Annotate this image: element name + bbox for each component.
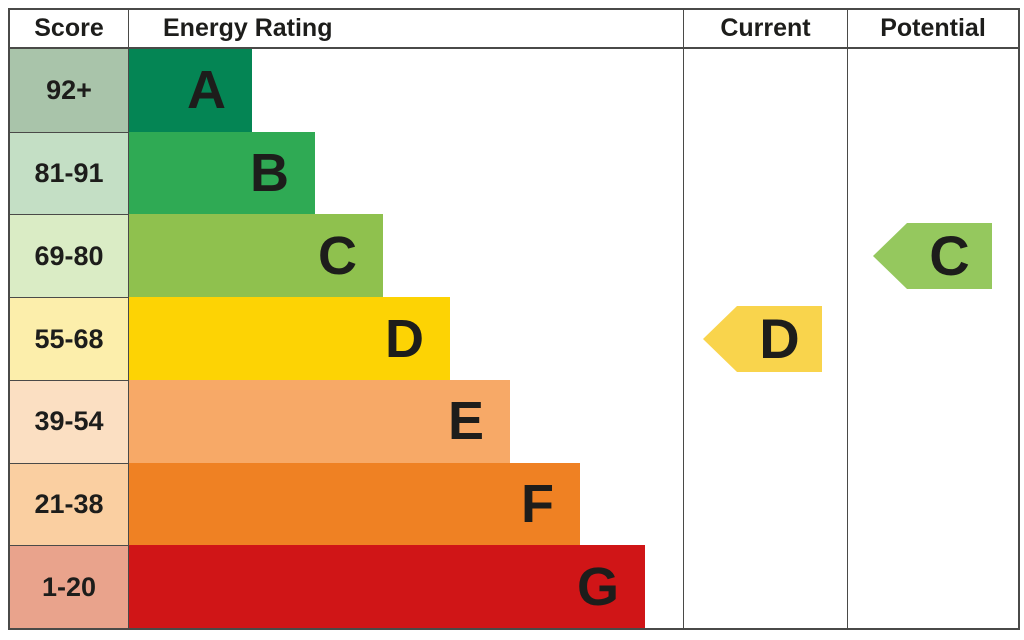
rating-letter: F	[521, 473, 554, 534]
score-cell: 92+	[10, 49, 128, 132]
score-cell: 69-80	[10, 214, 128, 298]
header-potential: Potential	[847, 10, 1018, 47]
rating-bar-d: D	[129, 297, 450, 380]
potential-cell	[847, 131, 1018, 215]
left-arrow-shape-icon	[873, 222, 992, 289]
header-score: Score	[34, 14, 104, 42]
score-label: 92+	[46, 74, 92, 105]
bar-area: E	[128, 379, 683, 463]
score-cell: 81-91	[10, 131, 128, 215]
band-row-a: 92+ A	[10, 49, 1018, 132]
rating-table: Score Energy Rating Current Potential 92…	[8, 8, 1020, 630]
score-cell: 1-20	[10, 545, 128, 629]
left-arrow-shape-icon	[703, 305, 822, 372]
score-label: 69-80	[34, 240, 104, 271]
current-rating-arrow: D	[703, 305, 822, 372]
potential-cell	[847, 297, 1018, 380]
potential-rating-letter: C	[929, 223, 970, 287]
band-row-f: 21-38 F	[10, 462, 1018, 546]
band-row-e: 39-54 E	[10, 379, 1018, 463]
current-cell	[683, 214, 847, 298]
header-energy-rating: Energy Rating	[128, 10, 683, 47]
potential-cell	[847, 462, 1018, 546]
current-cell	[683, 131, 847, 215]
potential-cell	[847, 545, 1018, 629]
potential-cell	[847, 379, 1018, 463]
rating-letter: A	[187, 60, 226, 121]
rating-letter: D	[385, 308, 424, 369]
bar-area: F	[128, 462, 683, 546]
potential-cell	[847, 49, 1018, 132]
rating-letter: E	[447, 391, 484, 452]
score-label: 81-91	[34, 158, 104, 189]
current-cell	[683, 545, 847, 629]
score-label: 1-20	[41, 571, 97, 602]
current-cell	[683, 379, 847, 463]
score-cell: 21-38	[10, 462, 128, 546]
rating-letter: C	[318, 225, 357, 286]
band-rows: 92+ A 81-91 B	[10, 49, 1018, 629]
score-label: 55-68	[34, 323, 104, 354]
bar-area: B	[128, 131, 683, 215]
bar-area: A	[128, 49, 683, 132]
rating-bar-f: F	[129, 462, 580, 546]
bar-area: D	[128, 297, 683, 380]
band-row-c: 69-80 C	[10, 214, 1018, 298]
rating-bar-e: E	[129, 379, 510, 463]
current-rating-letter: D	[759, 306, 800, 370]
rating-bar-c: C	[129, 214, 383, 298]
score-label: 21-38	[34, 488, 104, 519]
score-label: 39-54	[34, 406, 104, 437]
band-row-b: 81-91 B	[10, 131, 1018, 215]
current-cell	[683, 462, 847, 546]
bar-area: G	[128, 545, 683, 629]
bar-area: C	[128, 214, 683, 298]
score-cell: 39-54	[10, 379, 128, 463]
band-row-d: 55-68 D	[10, 297, 1018, 380]
score-cell: 55-68	[10, 297, 128, 380]
rating-bar-g: G	[129, 545, 645, 629]
rating-bar-a: A	[129, 49, 252, 132]
header-current: Current	[683, 10, 847, 47]
band-row-g: 1-20 G	[10, 545, 1018, 629]
potential-rating-arrow: C	[873, 222, 992, 289]
rating-bar-b: B	[129, 131, 315, 215]
current-cell	[683, 49, 847, 132]
rating-letter: B	[250, 143, 289, 204]
rating-letter: G	[576, 556, 619, 617]
table-header: Score Energy Rating Current Potential	[10, 10, 1018, 49]
